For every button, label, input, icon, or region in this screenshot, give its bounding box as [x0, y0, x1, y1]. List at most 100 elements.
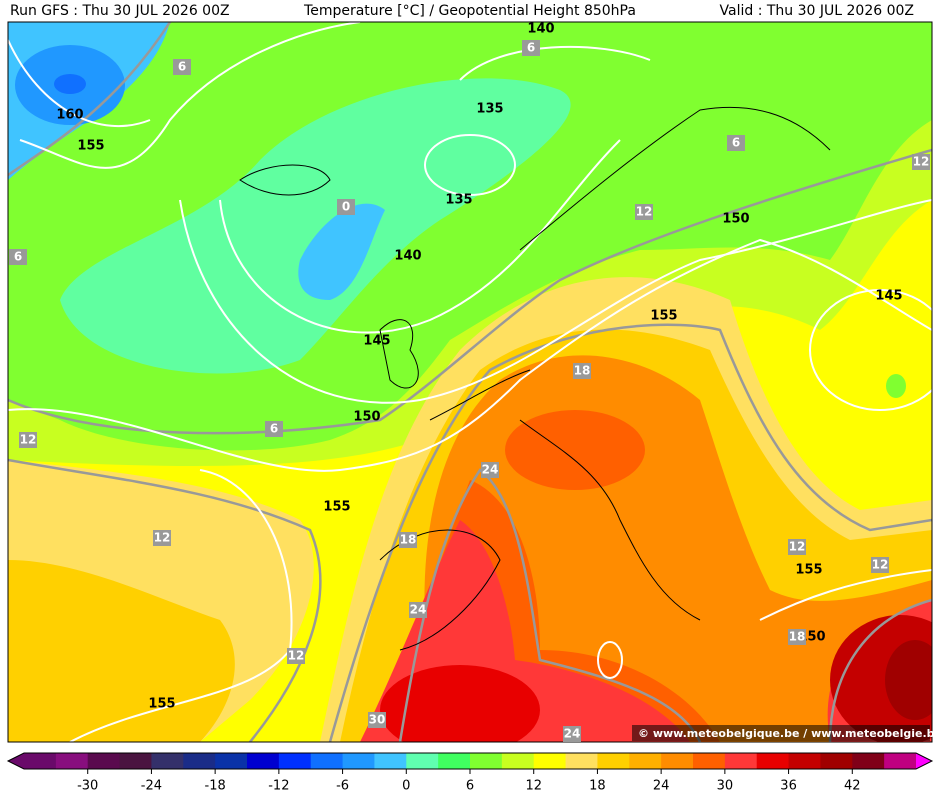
- colorbar-arrow-left: [8, 753, 24, 769]
- map: [8, 22, 932, 742]
- height-label: 145: [363, 334, 390, 349]
- temperature-label-bg: [563, 726, 581, 742]
- temperature-label: 18: [574, 364, 591, 378]
- colorbar-outline: [6, 752, 934, 770]
- colorbar-segment: [470, 753, 503, 769]
- temperature-label: 0: [342, 200, 350, 214]
- temperature-label-bg: [788, 539, 806, 555]
- temperature-label: 6: [270, 422, 278, 436]
- temperature-label: 12: [20, 433, 37, 447]
- height-label: 150: [722, 212, 749, 227]
- colorbar-tick-label: -30: [77, 779, 98, 794]
- temperature-label-bg: [912, 154, 930, 170]
- temperature-label: 6: [732, 136, 740, 150]
- colorbar-segment: [884, 753, 917, 769]
- colorbar-segment: [438, 753, 471, 769]
- temperature-label-bg: [399, 532, 417, 548]
- colorbar-segment: [756, 753, 790, 769]
- colorbar-segment: [693, 753, 726, 769]
- temperature-label: 12: [636, 205, 653, 219]
- credit: © www.meteobelgique.be / www.meteobelgie…: [638, 727, 940, 740]
- temperature-label-bg: [337, 199, 355, 215]
- temperature-label: 6: [527, 41, 535, 55]
- height-label: 160: [56, 108, 83, 123]
- temperature-label-bg: [153, 530, 171, 546]
- height-label: 155: [795, 563, 822, 578]
- colorbar-tick-label: -18: [205, 779, 226, 794]
- colorbar-segment: [406, 753, 439, 769]
- colorbar-segment: [183, 753, 216, 769]
- temperature-label-bg: [409, 602, 427, 618]
- temperature-label-bg: [9, 249, 27, 265]
- colorbar-tick-label: 36: [780, 779, 797, 794]
- colorbar-segment: [724, 753, 758, 769]
- temperature-label: 12: [913, 155, 930, 169]
- height-label: 135: [476, 102, 503, 117]
- temperature-label: 24: [564, 727, 581, 741]
- colorbar-segment: [533, 753, 567, 769]
- colorbar-segment: [278, 753, 312, 769]
- colorbar-segment: [119, 753, 152, 769]
- colorbar-segment: [661, 753, 694, 769]
- colorbar-segment: [501, 753, 535, 769]
- colorbar-segment: [852, 753, 885, 769]
- temperature-label: 24: [482, 463, 499, 477]
- temperature-label: 18: [789, 630, 806, 644]
- temperature-label-bg: [173, 59, 191, 75]
- temperature-label-bg: [19, 432, 37, 448]
- temperature-label-bg: [573, 363, 591, 379]
- height-label: 140: [394, 249, 421, 264]
- colorbar-tick-label: 6: [466, 779, 474, 794]
- colorbar-tick-label: 0: [402, 779, 410, 794]
- colorbar-segment: [247, 753, 280, 769]
- temperature-label: 12: [789, 540, 806, 554]
- temperature-label-bg: [727, 135, 745, 151]
- temperature-label-bg: [287, 648, 305, 664]
- colorbar-segment: [629, 753, 662, 769]
- temperature-label-bg: [635, 204, 653, 220]
- temperature-label: 12: [154, 531, 171, 545]
- colorbar-segment: [565, 753, 598, 769]
- colorbar-segment: [374, 753, 407, 769]
- colorbar-segment: [151, 753, 184, 769]
- height-label: 155: [148, 697, 175, 712]
- temperature-label: 12: [288, 649, 305, 663]
- temperature-label-bg: [788, 629, 806, 645]
- colorbar-segment: [342, 753, 375, 769]
- colorbar-tick-label: 12: [525, 779, 542, 794]
- colorbar-tick-label: -6: [336, 779, 349, 794]
- height-label: 155: [650, 309, 677, 324]
- colorbar-tick-label: 18: [589, 779, 606, 794]
- temperature-label: 18: [400, 533, 417, 547]
- colorbar-segment: [87, 753, 121, 769]
- colorbar-segment: [788, 753, 821, 769]
- colorbar-tick-label: 24: [653, 779, 670, 794]
- map-title: Temperature [°C] / Geopotential Height 8…: [303, 3, 636, 19]
- height-label: 150: [353, 410, 380, 425]
- colorbar-tick-label: -12: [268, 779, 289, 794]
- height-label: 140: [527, 22, 554, 37]
- height-label: 135: [445, 193, 472, 208]
- temperature-label-bg: [871, 557, 889, 573]
- temperature-label-bg: [481, 462, 499, 478]
- temperature-label-bg: [265, 421, 283, 437]
- temperature-label: 12: [872, 558, 889, 572]
- temperature-label-bg: [368, 712, 386, 728]
- colorbar-tick-label: 42: [844, 779, 861, 794]
- height-label: 155: [323, 500, 350, 515]
- colorbar-segment: [55, 753, 89, 769]
- colorbar-tick-label: -24: [141, 779, 162, 794]
- colorbar-segment: [310, 753, 344, 769]
- colorbar-segment: [24, 753, 57, 769]
- height-label: 145: [875, 289, 902, 304]
- map-frame: [7, 21, 933, 743]
- valid-label: Valid : Thu 30 JUL 2026 00Z: [720, 3, 914, 19]
- colorbar-segment: [597, 753, 630, 769]
- temperature-label-bg: [522, 40, 540, 56]
- colorbar-segment: [215, 753, 248, 769]
- temperature-label: 6: [178, 60, 186, 74]
- temperature-label: 30: [369, 713, 386, 727]
- height-label: 155: [77, 139, 104, 154]
- colorbar-segment: [820, 753, 853, 769]
